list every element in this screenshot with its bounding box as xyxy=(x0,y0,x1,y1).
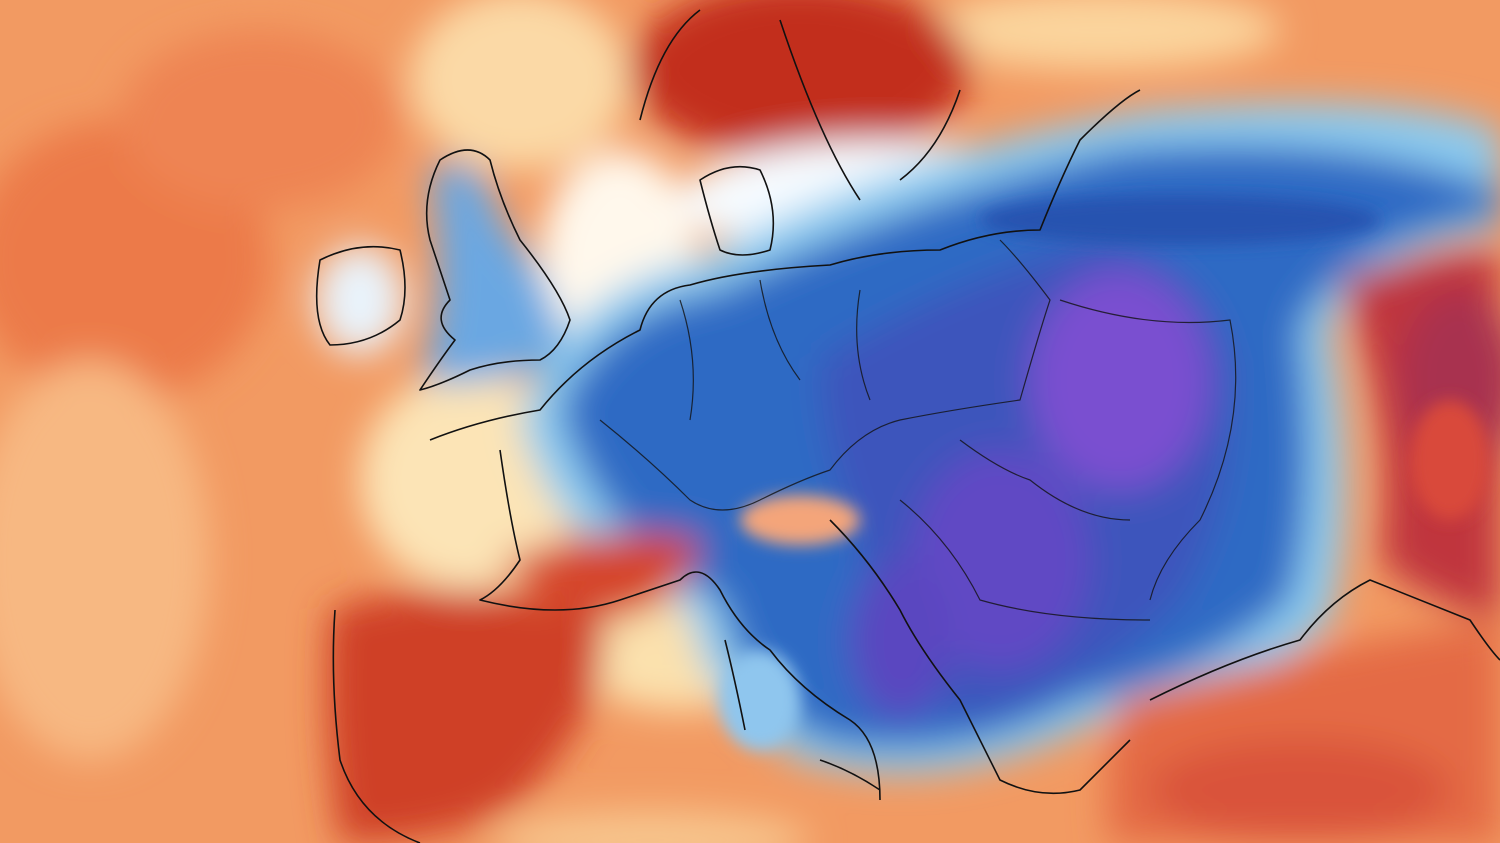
coastlines xyxy=(315,9,1500,843)
detail xyxy=(720,195,1490,750)
borders xyxy=(599,239,1237,621)
